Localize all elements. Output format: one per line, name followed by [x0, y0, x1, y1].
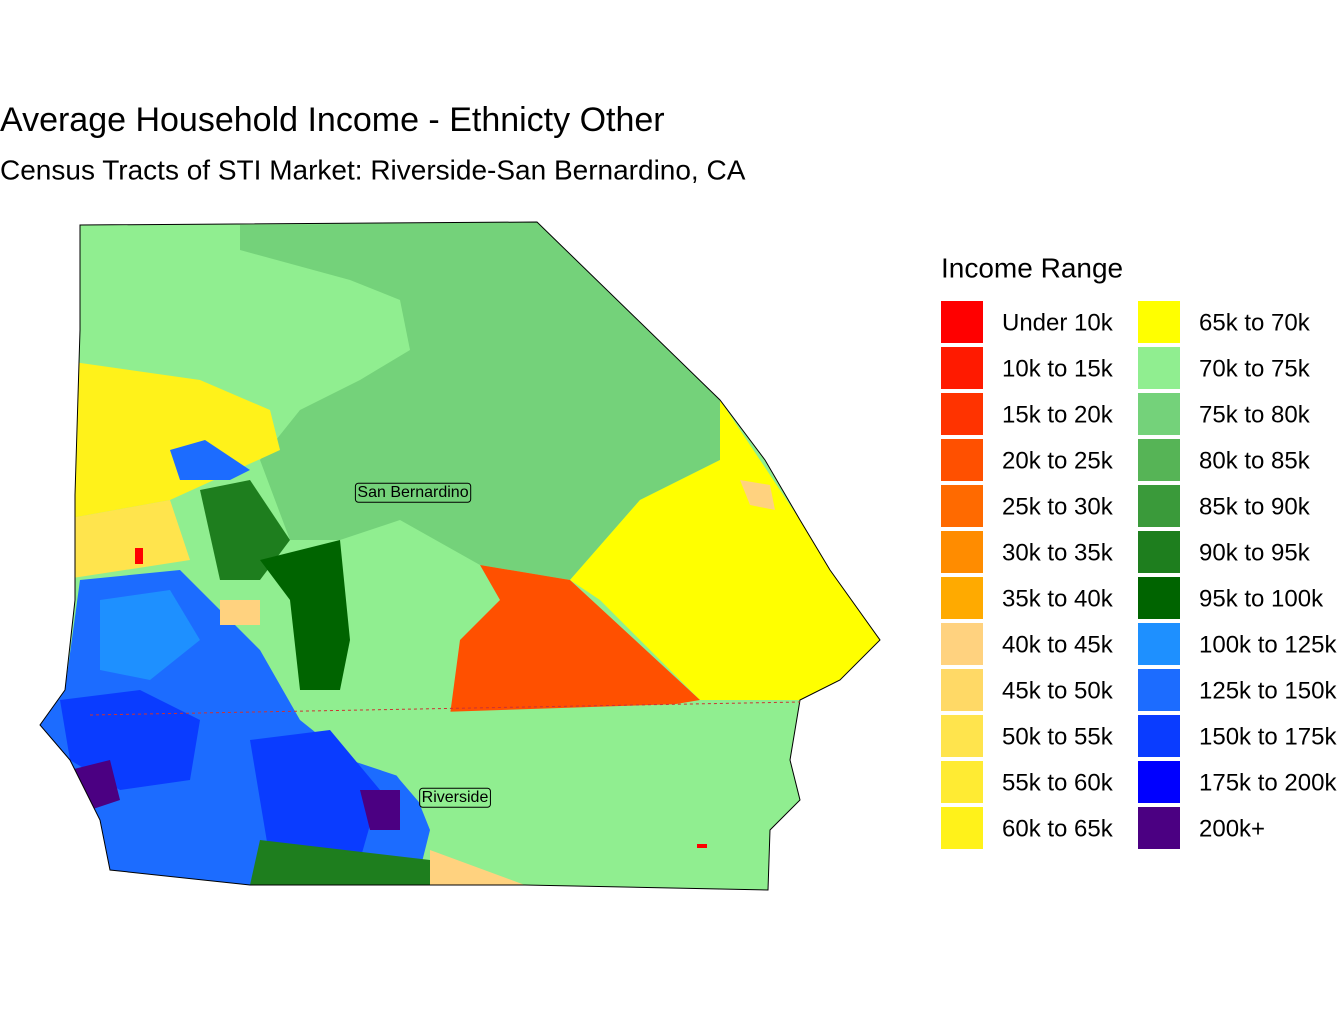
legend-label: 65k to 70k: [1199, 309, 1311, 336]
legend-label: 85k to 90k: [1199, 493, 1311, 520]
legend-label: 125k to 150k: [1199, 677, 1337, 704]
legend-label: 80k to 85k: [1199, 447, 1311, 474]
legend-label: 90k to 95k: [1199, 539, 1311, 566]
legend-label: 60k to 65k: [1002, 815, 1114, 842]
legend-label: 150k to 175k: [1199, 723, 1337, 750]
legend: Under 10k 10k to 15k 15k to 20k 20k to 25k 2…: [941, 301, 1337, 849]
legend-swatch: [1138, 715, 1180, 757]
legend-label: 25k to 30k: [1002, 493, 1114, 520]
legend-label: 35k to 40k: [1002, 585, 1114, 612]
place-labels: San Bernardino Riverside: [354, 482, 491, 808]
place-label-box: [419, 787, 491, 808]
legend-label: 15k to 20k: [1002, 401, 1114, 428]
legend-swatch: [941, 439, 983, 481]
legend-swatch: [1138, 807, 1180, 849]
legend-swatch: [941, 393, 983, 435]
legend-swatch: [1138, 577, 1180, 619]
legend-swatch: [1138, 393, 1180, 435]
legend-label: 45k to 50k: [1002, 677, 1114, 704]
place-label: Riverside: [422, 789, 489, 806]
place-label-box: [354, 482, 472, 503]
legend-swatch: [941, 485, 983, 527]
legend-swatch: [941, 577, 983, 619]
legend-label: 75k to 80k: [1199, 401, 1311, 428]
legend-swatch: [941, 531, 983, 573]
legend-swatch: [1138, 485, 1180, 527]
legend-label: 10k to 15k: [1002, 355, 1114, 382]
legend-label: 100k to 125k: [1199, 631, 1337, 658]
legend-label: 40k to 45k: [1002, 631, 1114, 658]
legend-swatch: [941, 761, 983, 803]
legend-swatch: [1138, 669, 1180, 711]
legend-swatch: [1138, 531, 1180, 573]
legend-label: 20k to 25k: [1002, 447, 1114, 474]
legend-swatch: [941, 669, 983, 711]
legend-label: 70k to 75k: [1199, 355, 1311, 382]
legend-label: 95k to 100k: [1199, 585, 1324, 612]
legend-swatch: [941, 807, 983, 849]
legend-swatch: [1138, 439, 1180, 481]
legend-title: Income Range: [941, 252, 1123, 283]
legend-label: 30k to 35k: [1002, 539, 1114, 566]
legend-swatch: [941, 301, 983, 343]
legend-swatch: [1138, 347, 1180, 389]
legend-label: Under 10k: [1002, 309, 1114, 336]
legend-swatch: [941, 347, 983, 389]
legend-label: 50k to 55k: [1002, 723, 1114, 750]
title: Average Household Income - Ethnicty Othe…: [0, 101, 665, 139]
subtitle: Census Tracts of STI Market: Riverside-S…: [0, 154, 746, 185]
legend-label: 200k+: [1199, 815, 1265, 842]
legend-swatch: [941, 623, 983, 665]
legend-label: 55k to 60k: [1002, 769, 1114, 796]
legend-swatch: [1138, 761, 1180, 803]
legend-swatch: [1138, 623, 1180, 665]
legend-swatch: [1138, 301, 1180, 343]
place-label: San Bernardino: [357, 484, 468, 501]
legend-swatch: [941, 715, 983, 757]
legend-label: 175k to 200k: [1199, 769, 1337, 796]
